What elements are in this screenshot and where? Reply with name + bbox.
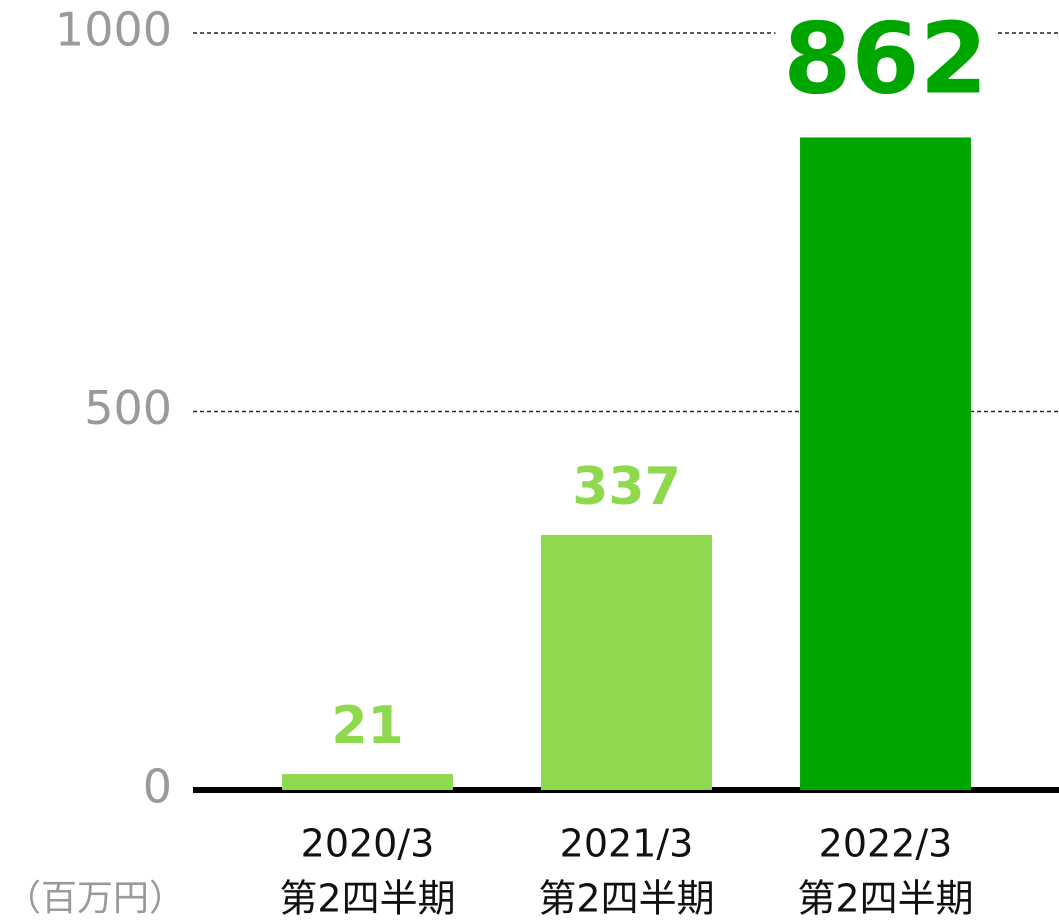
x-tick-label: 第2四半期 [279,877,455,921]
x-tick-label: 第2四半期 [538,877,714,921]
bar [800,137,971,790]
x-tick-label: 2020/3 [301,822,435,866]
bar [541,534,712,790]
value-label: 21 [331,696,403,756]
bar [282,774,453,790]
x-tick-label: 2021/3 [560,822,694,866]
value-label: 337 [572,457,681,517]
value-label: 862 [783,2,988,116]
y-tick-label: 500 [84,381,172,435]
x-tick-label: 第2四半期 [797,877,973,921]
label-backdrop [775,15,996,116]
y-tick-label: 0 [143,760,172,814]
x-tick-label: 2022/3 [819,822,953,866]
y-tick-label: 1000 [55,3,172,57]
unit-label: （百万円） [5,878,185,919]
